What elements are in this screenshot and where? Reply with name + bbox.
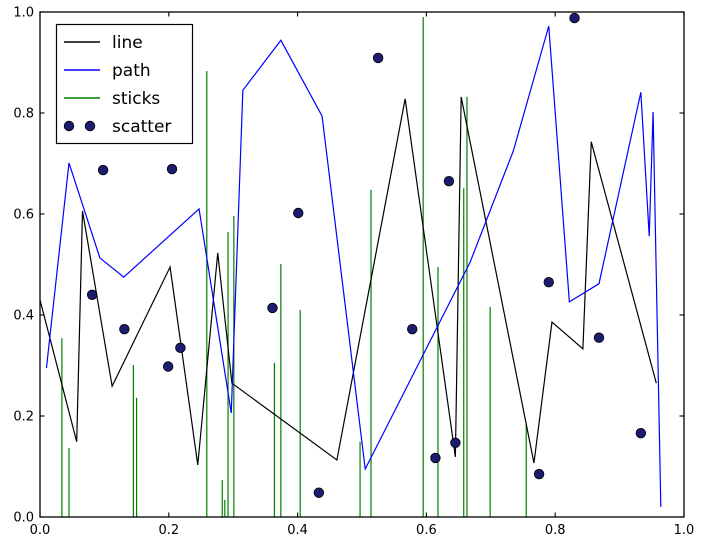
legend-box (55, 23, 194, 145)
y-axis-tick-labels: 0.0 0.2 0.4 0.6 0.8 1.0 (13, 6, 34, 526)
y-tick-label: 0.2 (13, 410, 34, 425)
x-axis-tick-labels: 0.0 0.2 0.4 0.6 0.8 1.0 (30, 523, 695, 538)
plot-frame (39, 11, 685, 518)
x-tick-label: 0.0 (30, 523, 51, 538)
scatter-dot (569, 12, 580, 24)
legend-label-line: line (112, 33, 143, 53)
scatter-dot (450, 437, 461, 448)
axis-ticks (39, 11, 685, 518)
x-tick-label: 0.4 (287, 523, 308, 538)
x-tick-label: 1.0 (674, 523, 695, 538)
scatter-dot (407, 323, 418, 335)
y-tick-label: 0.6 (13, 208, 34, 223)
scatter-dot (372, 52, 384, 64)
axes-frame (39, 11, 685, 518)
x-tick-label: 0.8 (545, 523, 566, 538)
scatter-dot (313, 487, 325, 498)
scatter-dot (175, 342, 186, 354)
y-tick-label: 1.0 (13, 6, 34, 21)
y-tick-label: 0.8 (13, 107, 34, 122)
path-polyline (45, 25, 662, 507)
scatter-dot (166, 163, 178, 175)
scatter-dot (443, 175, 455, 187)
y-tick-label: 0.4 (13, 309, 34, 324)
legend-label-scatter: scatter (112, 117, 171, 137)
line-polyline (39, 96, 657, 466)
path-series (45, 25, 662, 507)
line-series (39, 96, 657, 466)
legend-scatter-sample-dot (84, 120, 96, 132)
scatter-series (86, 12, 647, 498)
sticks-series (61, 17, 527, 517)
scatter-dot (430, 452, 441, 464)
scatter-dot (97, 164, 109, 176)
scatter-dot (593, 332, 605, 343)
x-tick-label: 0.2 (158, 523, 179, 538)
legend-label-sticks: sticks (112, 89, 160, 109)
scatter-dot (293, 207, 304, 219)
legend-scatter-sample-dot (63, 120, 75, 132)
scatter-dot (533, 468, 545, 480)
x-tick-label: 0.6 (416, 523, 437, 538)
legend: line path sticks scatter (55, 23, 194, 145)
scatter-dot (543, 276, 554, 288)
scatter-dot (86, 289, 98, 301)
legend-label-path: path (112, 61, 151, 81)
y-tick-label: 0.0 (13, 511, 34, 526)
scatter-dot (267, 302, 278, 314)
scatter-dot (119, 323, 130, 335)
scatter-dot (635, 427, 647, 439)
scatter-dot (162, 361, 174, 372)
